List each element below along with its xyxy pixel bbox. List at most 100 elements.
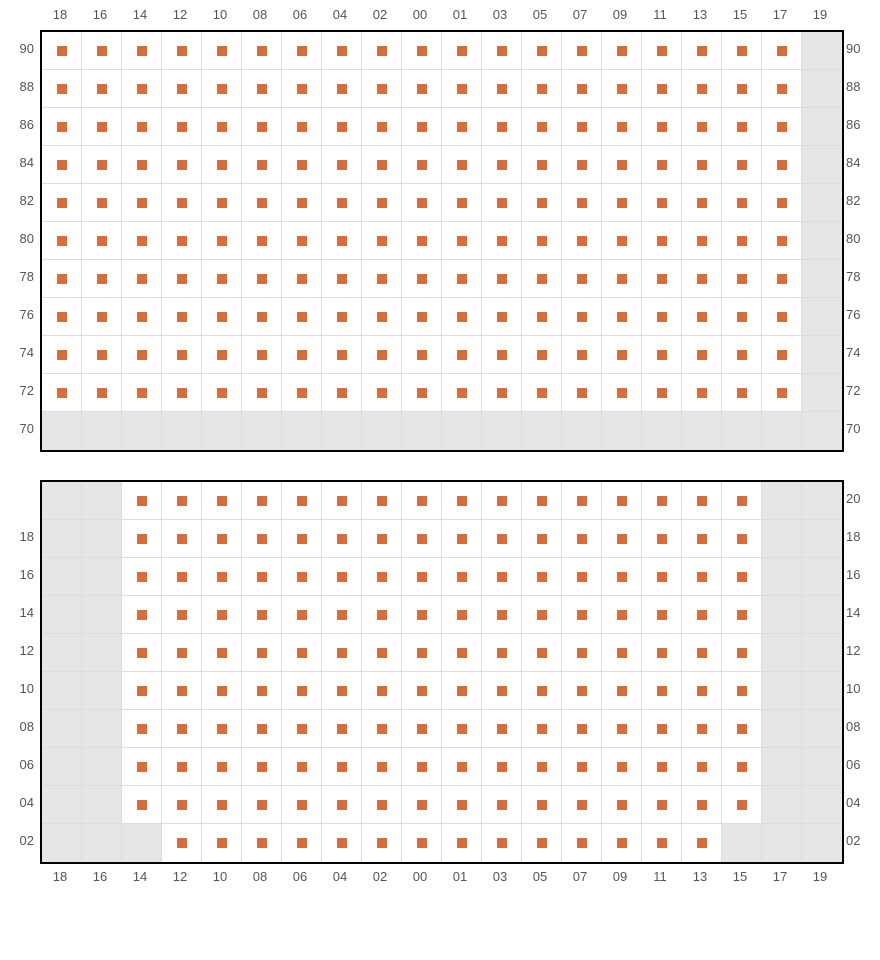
- seat-cell[interactable]: [362, 596, 402, 634]
- seat-cell[interactable]: [242, 672, 282, 710]
- seat-cell[interactable]: [522, 596, 562, 634]
- seat-cell[interactable]: [322, 146, 362, 184]
- seat-cell[interactable]: [282, 32, 322, 70]
- seat-cell[interactable]: [162, 786, 202, 824]
- seat-cell[interactable]: [362, 32, 402, 70]
- seat-cell[interactable]: [642, 260, 682, 298]
- seat-cell[interactable]: [602, 70, 642, 108]
- seat-cell[interactable]: [402, 70, 442, 108]
- seat-cell[interactable]: [82, 222, 122, 260]
- seat-cell[interactable]: [682, 70, 722, 108]
- seat-cell[interactable]: [122, 298, 162, 336]
- seat-cell[interactable]: [482, 374, 522, 412]
- seat-cell[interactable]: [402, 260, 442, 298]
- seat-cell[interactable]: [202, 558, 242, 596]
- seat-cell[interactable]: [322, 184, 362, 222]
- seat-cell[interactable]: [402, 108, 442, 146]
- seat-cell[interactable]: [362, 374, 402, 412]
- seat-cell[interactable]: [242, 520, 282, 558]
- seat-cell[interactable]: [642, 374, 682, 412]
- seat-cell[interactable]: [762, 222, 802, 260]
- seat-cell[interactable]: [202, 222, 242, 260]
- seat-cell[interactable]: [482, 146, 522, 184]
- seat-cell[interactable]: [722, 786, 762, 824]
- seat-cell[interactable]: [522, 634, 562, 672]
- seat-cell[interactable]: [162, 748, 202, 786]
- seat-cell[interactable]: [482, 184, 522, 222]
- seat-cell[interactable]: [682, 824, 722, 862]
- seat-cell[interactable]: [202, 184, 242, 222]
- seat-cell[interactable]: [322, 558, 362, 596]
- seat-cell[interactable]: [82, 70, 122, 108]
- seat-cell[interactable]: [482, 596, 522, 634]
- seat-cell[interactable]: [202, 824, 242, 862]
- seat-cell[interactable]: [562, 748, 602, 786]
- seat-cell[interactable]: [642, 710, 682, 748]
- seat-cell[interactable]: [442, 374, 482, 412]
- seat-cell[interactable]: [442, 672, 482, 710]
- seat-cell[interactable]: [402, 32, 442, 70]
- seat-cell[interactable]: [162, 32, 202, 70]
- seat-cell[interactable]: [642, 70, 682, 108]
- seat-cell[interactable]: [522, 710, 562, 748]
- seat-cell[interactable]: [642, 786, 682, 824]
- seat-cell[interactable]: [282, 146, 322, 184]
- seat-cell[interactable]: [362, 298, 402, 336]
- seat-cell[interactable]: [122, 482, 162, 520]
- seat-cell[interactable]: [42, 222, 82, 260]
- seat-cell[interactable]: [442, 748, 482, 786]
- seat-cell[interactable]: [42, 336, 82, 374]
- seat-cell[interactable]: [242, 596, 282, 634]
- seat-cell[interactable]: [562, 596, 602, 634]
- seat-cell[interactable]: [522, 298, 562, 336]
- seat-cell[interactable]: [682, 710, 722, 748]
- seat-cell[interactable]: [162, 482, 202, 520]
- seat-cell[interactable]: [282, 596, 322, 634]
- seat-cell[interactable]: [162, 374, 202, 412]
- seat-cell[interactable]: [122, 184, 162, 222]
- seat-cell[interactable]: [242, 710, 282, 748]
- seat-cell[interactable]: [162, 184, 202, 222]
- seat-cell[interactable]: [482, 634, 522, 672]
- seat-cell[interactable]: [722, 146, 762, 184]
- seat-cell[interactable]: [402, 672, 442, 710]
- seat-cell[interactable]: [162, 222, 202, 260]
- seat-cell[interactable]: [682, 596, 722, 634]
- seat-cell[interactable]: [482, 558, 522, 596]
- seat-cell[interactable]: [642, 32, 682, 70]
- seat-cell[interactable]: [362, 824, 402, 862]
- seat-cell[interactable]: [522, 222, 562, 260]
- seat-cell[interactable]: [482, 108, 522, 146]
- seat-cell[interactable]: [322, 710, 362, 748]
- seat-cell[interactable]: [562, 482, 602, 520]
- seat-cell[interactable]: [162, 108, 202, 146]
- seat-cell[interactable]: [362, 146, 402, 184]
- seat-cell[interactable]: [282, 260, 322, 298]
- seat-cell[interactable]: [482, 298, 522, 336]
- seat-cell[interactable]: [602, 824, 642, 862]
- seat-cell[interactable]: [562, 786, 602, 824]
- seat-cell[interactable]: [722, 634, 762, 672]
- seat-cell[interactable]: [762, 184, 802, 222]
- seat-cell[interactable]: [362, 70, 402, 108]
- seat-cell[interactable]: [442, 786, 482, 824]
- seat-cell[interactable]: [562, 108, 602, 146]
- seat-cell[interactable]: [522, 260, 562, 298]
- seat-cell[interactable]: [402, 786, 442, 824]
- seat-cell[interactable]: [282, 520, 322, 558]
- seat-cell[interactable]: [162, 634, 202, 672]
- seat-cell[interactable]: [322, 260, 362, 298]
- seat-cell[interactable]: [282, 634, 322, 672]
- seat-cell[interactable]: [762, 260, 802, 298]
- seat-cell[interactable]: [562, 298, 602, 336]
- seat-cell[interactable]: [162, 824, 202, 862]
- seat-cell[interactable]: [642, 672, 682, 710]
- seat-cell[interactable]: [642, 558, 682, 596]
- seat-cell[interactable]: [242, 374, 282, 412]
- seat-cell[interactable]: [562, 634, 602, 672]
- seat-cell[interactable]: [162, 672, 202, 710]
- seat-cell[interactable]: [682, 260, 722, 298]
- seat-cell[interactable]: [282, 70, 322, 108]
- seat-cell[interactable]: [242, 108, 282, 146]
- seat-cell[interactable]: [202, 596, 242, 634]
